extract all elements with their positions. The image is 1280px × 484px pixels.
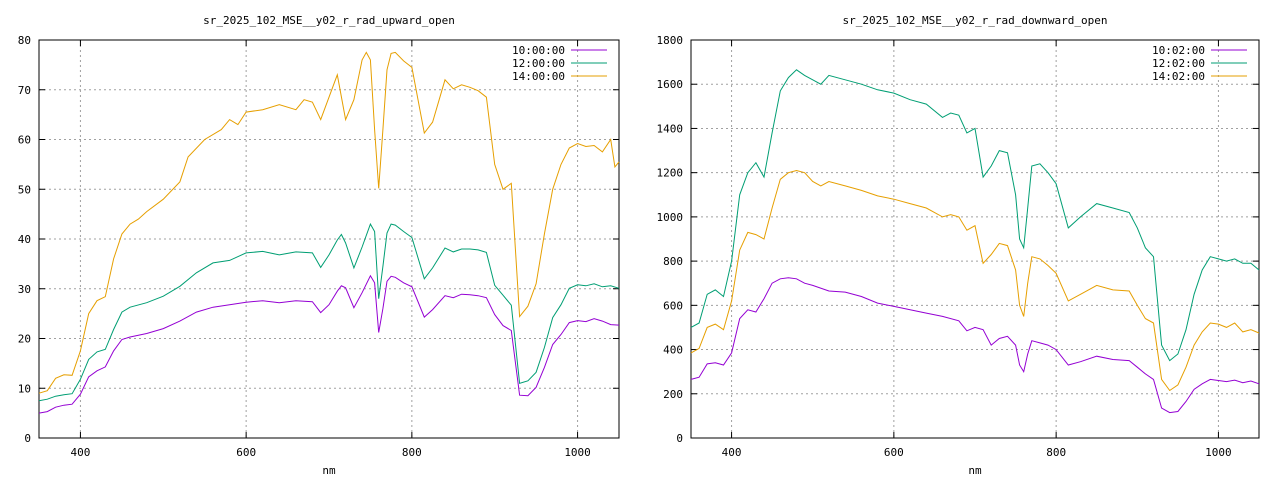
chart-panel-2: 400 600 800 1000 0 200 400 600 800 1000 1200 1400 16…	[657, 14, 1260, 477]
y-tick-label: 400	[663, 344, 683, 357]
y-tick-label: 200	[663, 388, 683, 401]
y-tick-label: 80	[18, 34, 31, 47]
y-tick-label: 40	[18, 233, 31, 246]
y-tick-label: 1000	[657, 211, 684, 224]
legend-label: 10:02:00	[1152, 44, 1205, 57]
x-axis-label: nm	[968, 464, 982, 477]
y-tick-label: 60	[18, 134, 31, 147]
chart-title: sr_2025_102_MSE__y02_r_rad_upward_open	[203, 14, 455, 27]
series-line-1	[690, 277, 1260, 414]
x-tick-label: 400	[722, 446, 742, 459]
series-line-3	[690, 169, 1260, 392]
y-tick-label: 1800	[657, 34, 684, 47]
legend-label: 14:02:00	[1152, 70, 1205, 83]
y-tick-label: 600	[663, 299, 683, 312]
y-tick-label: 10	[18, 382, 31, 395]
y-tick-label: 0	[676, 432, 683, 445]
x-tick-label: 1000	[564, 446, 591, 459]
series-line-3	[38, 51, 620, 394]
x-tick-label: 600	[884, 446, 904, 459]
x-tick-label: 600	[236, 446, 256, 459]
y-tick-label: 1200	[657, 167, 684, 180]
y-tick-label: 800	[663, 255, 683, 268]
x-tick-label: 800	[1046, 446, 1066, 459]
series-line-2	[38, 222, 620, 402]
y-tick-label: 1600	[657, 78, 684, 91]
plot-frame	[690, 39, 1260, 439]
x-tick-label: 800	[402, 446, 422, 459]
chart-title: sr_2025_102_MSE__y02_r_rad_downward_open	[843, 14, 1108, 27]
chart-panel-1: 400 600 800 1000 0 10 20 30 40 50 60 70 80 sr_2025_10…	[18, 14, 620, 477]
y-tick-label: 30	[18, 283, 31, 296]
y-tick-label: 1400	[657, 122, 684, 135]
x-tick-label: 1000	[1205, 446, 1232, 459]
series-line-1	[38, 274, 620, 414]
series-line-2	[690, 69, 1260, 362]
x-axis-label: nm	[322, 464, 336, 477]
y-tick-label: 70	[18, 84, 31, 97]
legend-label: 12:00:00	[512, 57, 565, 70]
y-tick-label: 50	[18, 183, 31, 196]
legend-label: 10:00:00	[512, 44, 565, 57]
y-tick-label: 20	[18, 333, 31, 346]
x-tick-label: 400	[70, 446, 90, 459]
legend-label: 14:00:00	[512, 70, 565, 83]
legend-label: 12:02:00	[1152, 57, 1205, 70]
y-tick-label: 0	[24, 432, 31, 445]
